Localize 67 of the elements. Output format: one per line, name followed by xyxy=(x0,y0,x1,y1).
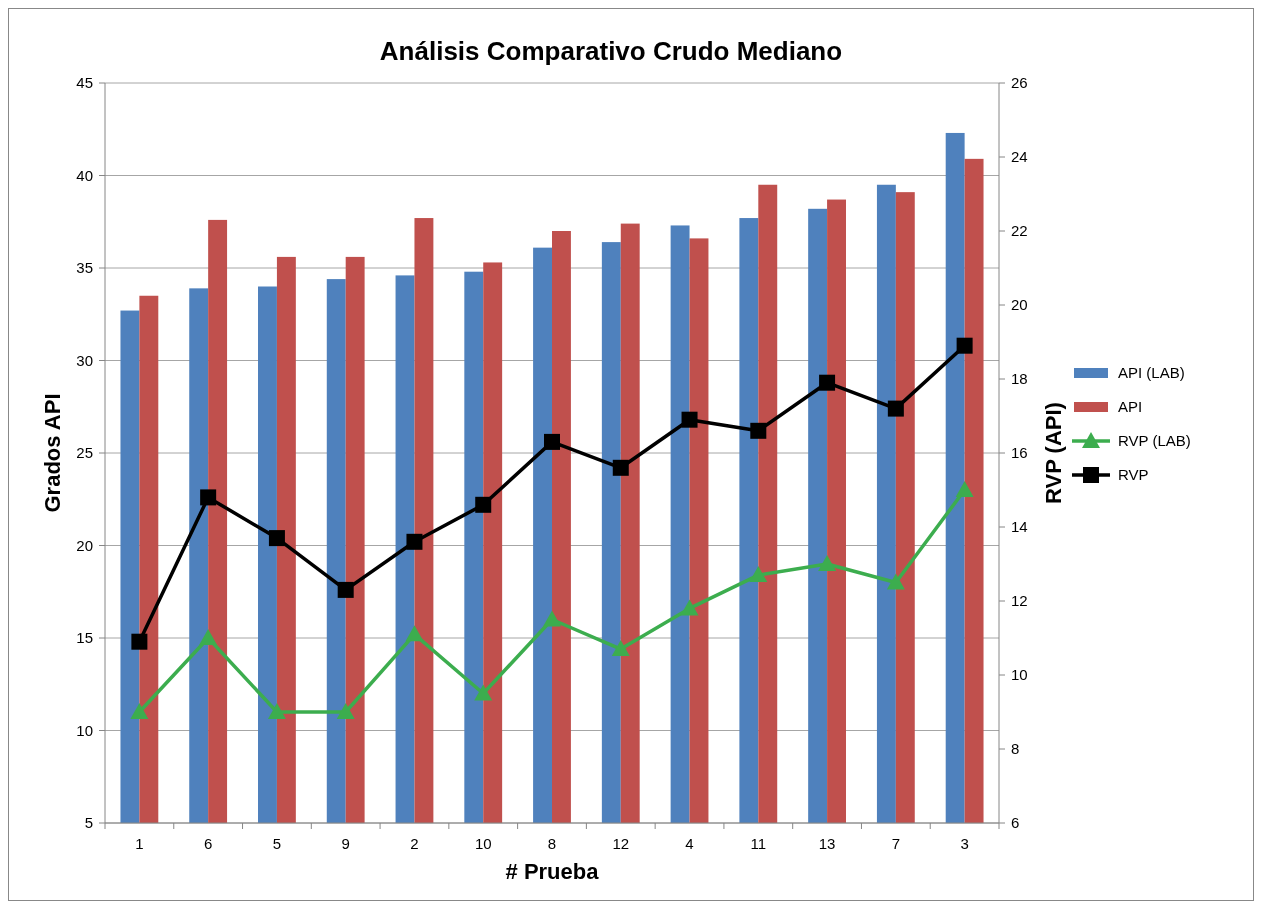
x-tick-label: 10 xyxy=(474,835,492,852)
point xyxy=(405,625,424,642)
point xyxy=(406,533,423,550)
y-tick-label: 5 xyxy=(84,814,93,832)
legend-label: RVP xyxy=(1118,466,1149,484)
chart-title: Análisis Comparativo Crudo Mediano xyxy=(379,36,843,66)
point xyxy=(130,703,149,719)
point xyxy=(474,684,493,701)
point xyxy=(267,703,286,719)
point xyxy=(336,703,355,719)
legend-label: API xyxy=(1118,398,1143,416)
point xyxy=(886,573,905,590)
x-tick-label: 13 xyxy=(818,835,836,852)
x-tick-label: 6 xyxy=(203,835,213,852)
y2-tick-label: 20 xyxy=(1011,296,1028,314)
y2-tick-label: 14 xyxy=(1011,518,1028,536)
point xyxy=(611,640,630,657)
y2-tick-label: 18 xyxy=(1011,370,1028,388)
y2-tick-label: 22 xyxy=(1011,222,1028,240)
point xyxy=(200,489,217,506)
y-axis-title: Grados API xyxy=(40,393,65,513)
x-tick-label: 1 xyxy=(135,835,144,852)
y2-tick-label: 26 xyxy=(1011,74,1028,92)
y2-tick-label: 10 xyxy=(1011,666,1028,684)
y-tick-label: 35 xyxy=(76,259,93,277)
y2-tick-label: 12 xyxy=(1011,592,1028,610)
x-tick-label: 3 xyxy=(960,835,969,852)
y-tick-label: 40 xyxy=(76,166,93,184)
y2-axis-title: RVP (API) xyxy=(1041,402,1066,504)
x-tick-label: 9 xyxy=(341,835,350,852)
point xyxy=(131,633,148,650)
y2-tick-label: 8 xyxy=(1011,740,1020,758)
point xyxy=(612,459,629,476)
point xyxy=(199,629,218,645)
y-tick-label: 20 xyxy=(76,536,93,554)
x-tick-label: 7 xyxy=(891,835,901,852)
y-tick-label: 30 xyxy=(76,351,93,369)
point xyxy=(819,374,836,391)
x-tick-label: 12 xyxy=(612,835,630,852)
legend-label: API (LAB) xyxy=(1118,364,1185,382)
x-axis-title: # Prueba xyxy=(505,859,600,884)
point xyxy=(543,610,561,627)
y2-tick-label: 16 xyxy=(1011,444,1028,462)
x-tick-label: 8 xyxy=(547,835,557,852)
point xyxy=(749,566,768,583)
point xyxy=(268,530,285,547)
point xyxy=(750,422,767,439)
point xyxy=(544,433,560,450)
x-tick-label: 2 xyxy=(410,835,419,852)
y2-tick-label: 6 xyxy=(1011,814,1020,832)
point xyxy=(887,400,904,417)
legend-label: RVP (LAB) xyxy=(1118,432,1191,450)
x-tick-label: 5 xyxy=(272,835,282,852)
point xyxy=(475,496,492,513)
point xyxy=(818,555,837,571)
x-tick-label: 4 xyxy=(685,835,694,852)
point xyxy=(337,581,354,598)
y2-tick-label: 24 xyxy=(1011,148,1028,166)
point xyxy=(680,599,699,616)
y-tick-label: 10 xyxy=(76,721,93,739)
point xyxy=(681,411,698,428)
y-tick-label: 15 xyxy=(76,629,93,647)
y-tick-label: 25 xyxy=(76,444,93,462)
point xyxy=(955,481,974,497)
x-tick-label: 11 xyxy=(750,835,767,852)
y-tick-label: 45 xyxy=(76,74,93,92)
point xyxy=(956,337,973,354)
